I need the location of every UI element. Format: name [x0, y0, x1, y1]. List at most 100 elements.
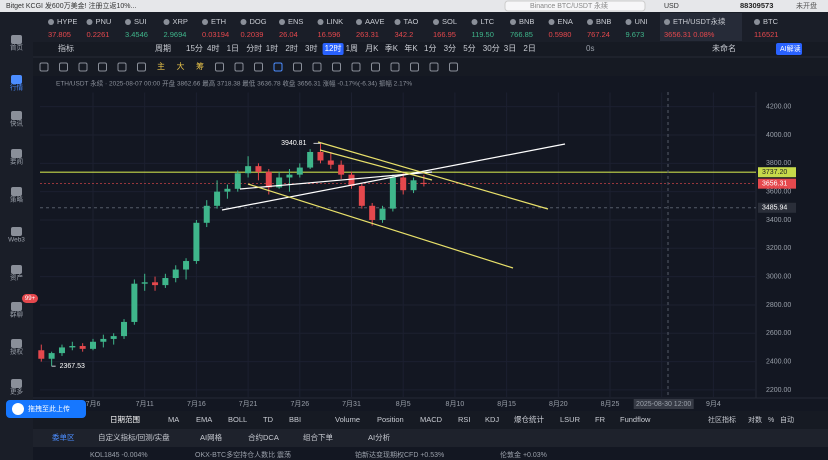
upload-button[interactable]: [6, 400, 86, 418]
interval[interactable]: 季K: [385, 43, 399, 53]
ticker-name[interactable]: TAO: [404, 17, 419, 26]
draw-tool-icon[interactable]: [215, 62, 224, 72]
draw-tool-icon[interactable]: [273, 62, 283, 72]
ticker-name[interactable]: ENA: [558, 17, 573, 26]
ticker-price[interactable]: 3.4546: [125, 30, 148, 39]
interval[interactable]: 月K: [365, 44, 379, 53]
sidebar-icon[interactable]: [11, 187, 22, 196]
ticker-name[interactable]: ETH/USDT永续: [673, 16, 726, 26]
log-toggle[interactable]: 对数: [748, 415, 762, 424]
indicator[interactable]: MA: [168, 415, 179, 424]
interval[interactable]: 4时: [207, 43, 219, 53]
ticker-name[interactable]: PNU: [96, 17, 112, 26]
indicator[interactable]: EMA: [196, 415, 212, 424]
sidebar-icon[interactable]: [11, 75, 22, 84]
sidebar-label[interactable]: 授权: [10, 347, 24, 356]
tab[interactable]: AI分析: [368, 432, 391, 442]
draw-tool-icon[interactable]: [39, 62, 49, 72]
layout-name[interactable]: 未命名: [712, 43, 736, 53]
draw-tool-icon[interactable]: [254, 62, 263, 72]
indicator[interactable]: MACD: [420, 415, 443, 424]
ticker-price[interactable]: 37.805: [48, 30, 71, 39]
draw-tool-icon[interactable]: [390, 62, 400, 72]
sidebar-label[interactable]: 更多: [10, 387, 24, 396]
ticker-price[interactable]: 767.24: [587, 30, 610, 39]
ticker-name[interactable]: BNB: [519, 17, 534, 26]
draw-tool-icon[interactable]: [137, 62, 146, 72]
draw-tool-icon[interactable]: [117, 62, 127, 72]
draw-tool-icon[interactable]: [410, 62, 419, 72]
indicator[interactable]: Fundflow: [620, 415, 651, 424]
ticker-name[interactable]: XRP: [173, 17, 188, 26]
sidebar-icon[interactable]: [11, 265, 22, 274]
draw-tool-icon[interactable]: [312, 62, 322, 72]
ticker-price[interactable]: 16.596: [318, 30, 341, 39]
tab[interactable]: 组合下单: [303, 432, 333, 442]
currency[interactable]: USD: [664, 3, 679, 10]
sidebar-icon[interactable]: [11, 302, 22, 311]
community[interactable]: 社区指标: [708, 415, 736, 424]
ticker-name[interactable]: SOL: [442, 17, 457, 26]
search-box[interactable]: [504, 0, 646, 12]
ticker-price[interactable]: 0.2261: [87, 30, 110, 39]
sidebar-icon[interactable]: [11, 35, 22, 44]
auto-toggle[interactable]: 自动: [780, 415, 794, 424]
date-range[interactable]: 日期范围: [110, 414, 140, 424]
draw-tool-icon[interactable]: [234, 62, 244, 72]
draw-tool-icon[interactable]: [429, 62, 439, 72]
ticker-name[interactable]: DOG: [250, 17, 267, 26]
sidebar-label[interactable]: 行情: [10, 83, 24, 92]
interval[interactable]: 30分: [483, 44, 500, 53]
sidebar-label[interactable]: 要闻: [10, 157, 23, 166]
indicator-button[interactable]: 指标: [58, 43, 74, 53]
sidebar-label[interactable]: 快讯: [10, 119, 24, 128]
indicator[interactable]: LSUR: [560, 415, 581, 424]
indicator[interactable]: Volume: [335, 415, 360, 424]
interval[interactable]: 3时: [305, 43, 317, 53]
interval[interactable]: 年K: [404, 43, 418, 53]
ticker-price[interactable]: 3656.31 0.08%: [664, 30, 715, 39]
draw-tool-icon[interactable]: [293, 62, 302, 72]
draw-tool-icon[interactable]: [351, 62, 361, 72]
ticker-name[interactable]: LTC: [481, 17, 495, 26]
interval[interactable]: 1周: [346, 44, 358, 53]
sidebar-icon[interactable]: [11, 227, 22, 236]
ticker-price[interactable]: 9.673: [626, 30, 645, 39]
ticker-name[interactable]: BNB: [596, 17, 611, 26]
ticker-price[interactable]: 166.95: [433, 30, 456, 39]
upload-label[interactable]: 拖拽至此上传: [28, 404, 70, 413]
interval[interactable]: 2日: [523, 44, 535, 53]
ticker-price[interactable]: 0.5980: [549, 30, 572, 39]
interval[interactable]: 1分: [424, 44, 436, 53]
sidebar-label[interactable]: 首页: [10, 43, 24, 52]
interval[interactable]: 5分: [463, 44, 475, 53]
ticker-name[interactable]: ENS: [288, 17, 303, 26]
draw-tool[interactable]: 主: [157, 61, 165, 71]
ticker-price[interactable]: 342.2: [395, 30, 414, 39]
ai-label[interactable]: AI解读: [780, 44, 801, 53]
ticker-price[interactable]: 0.2039: [241, 30, 264, 39]
interval[interactable]: 分时: [246, 43, 262, 53]
indicator[interactable]: RSI: [458, 415, 471, 424]
search[interactable]: Binance BTC/USDT 永续: [530, 1, 608, 10]
ticker-price[interactable]: 116521: [754, 30, 778, 39]
interval[interactable]: 15分: [186, 44, 203, 53]
interval[interactable]: 1时: [266, 43, 278, 53]
sidebar-icon[interactable]: [11, 149, 22, 158]
indicator[interactable]: KDJ: [485, 415, 499, 424]
tab[interactable]: 自定义指标/回测/实盘: [98, 432, 170, 442]
indicator[interactable]: FR: [595, 415, 606, 424]
interval[interactable]: 3日: [504, 44, 516, 53]
ticker-price[interactable]: 2.9694: [164, 30, 187, 39]
news-item[interactable]: 铂新达变现期权CFD +0.53%: [355, 450, 444, 459]
interval[interactable]: 2时: [285, 43, 297, 53]
tab[interactable]: AI网格: [200, 432, 223, 442]
ticker-name[interactable]: BTC: [763, 17, 779, 26]
draw-tool-icon[interactable]: [449, 62, 458, 72]
interval[interactable]: 12时: [325, 43, 342, 53]
news-item[interactable]: 伦敦金 +0.03%: [500, 450, 547, 459]
sidebar-label[interactable]: 资产: [10, 273, 24, 282]
active-ticker-tab[interactable]: [660, 13, 742, 41]
draw-tool-icon[interactable]: [371, 62, 380, 72]
ticker-name[interactable]: ETH: [211, 17, 226, 26]
